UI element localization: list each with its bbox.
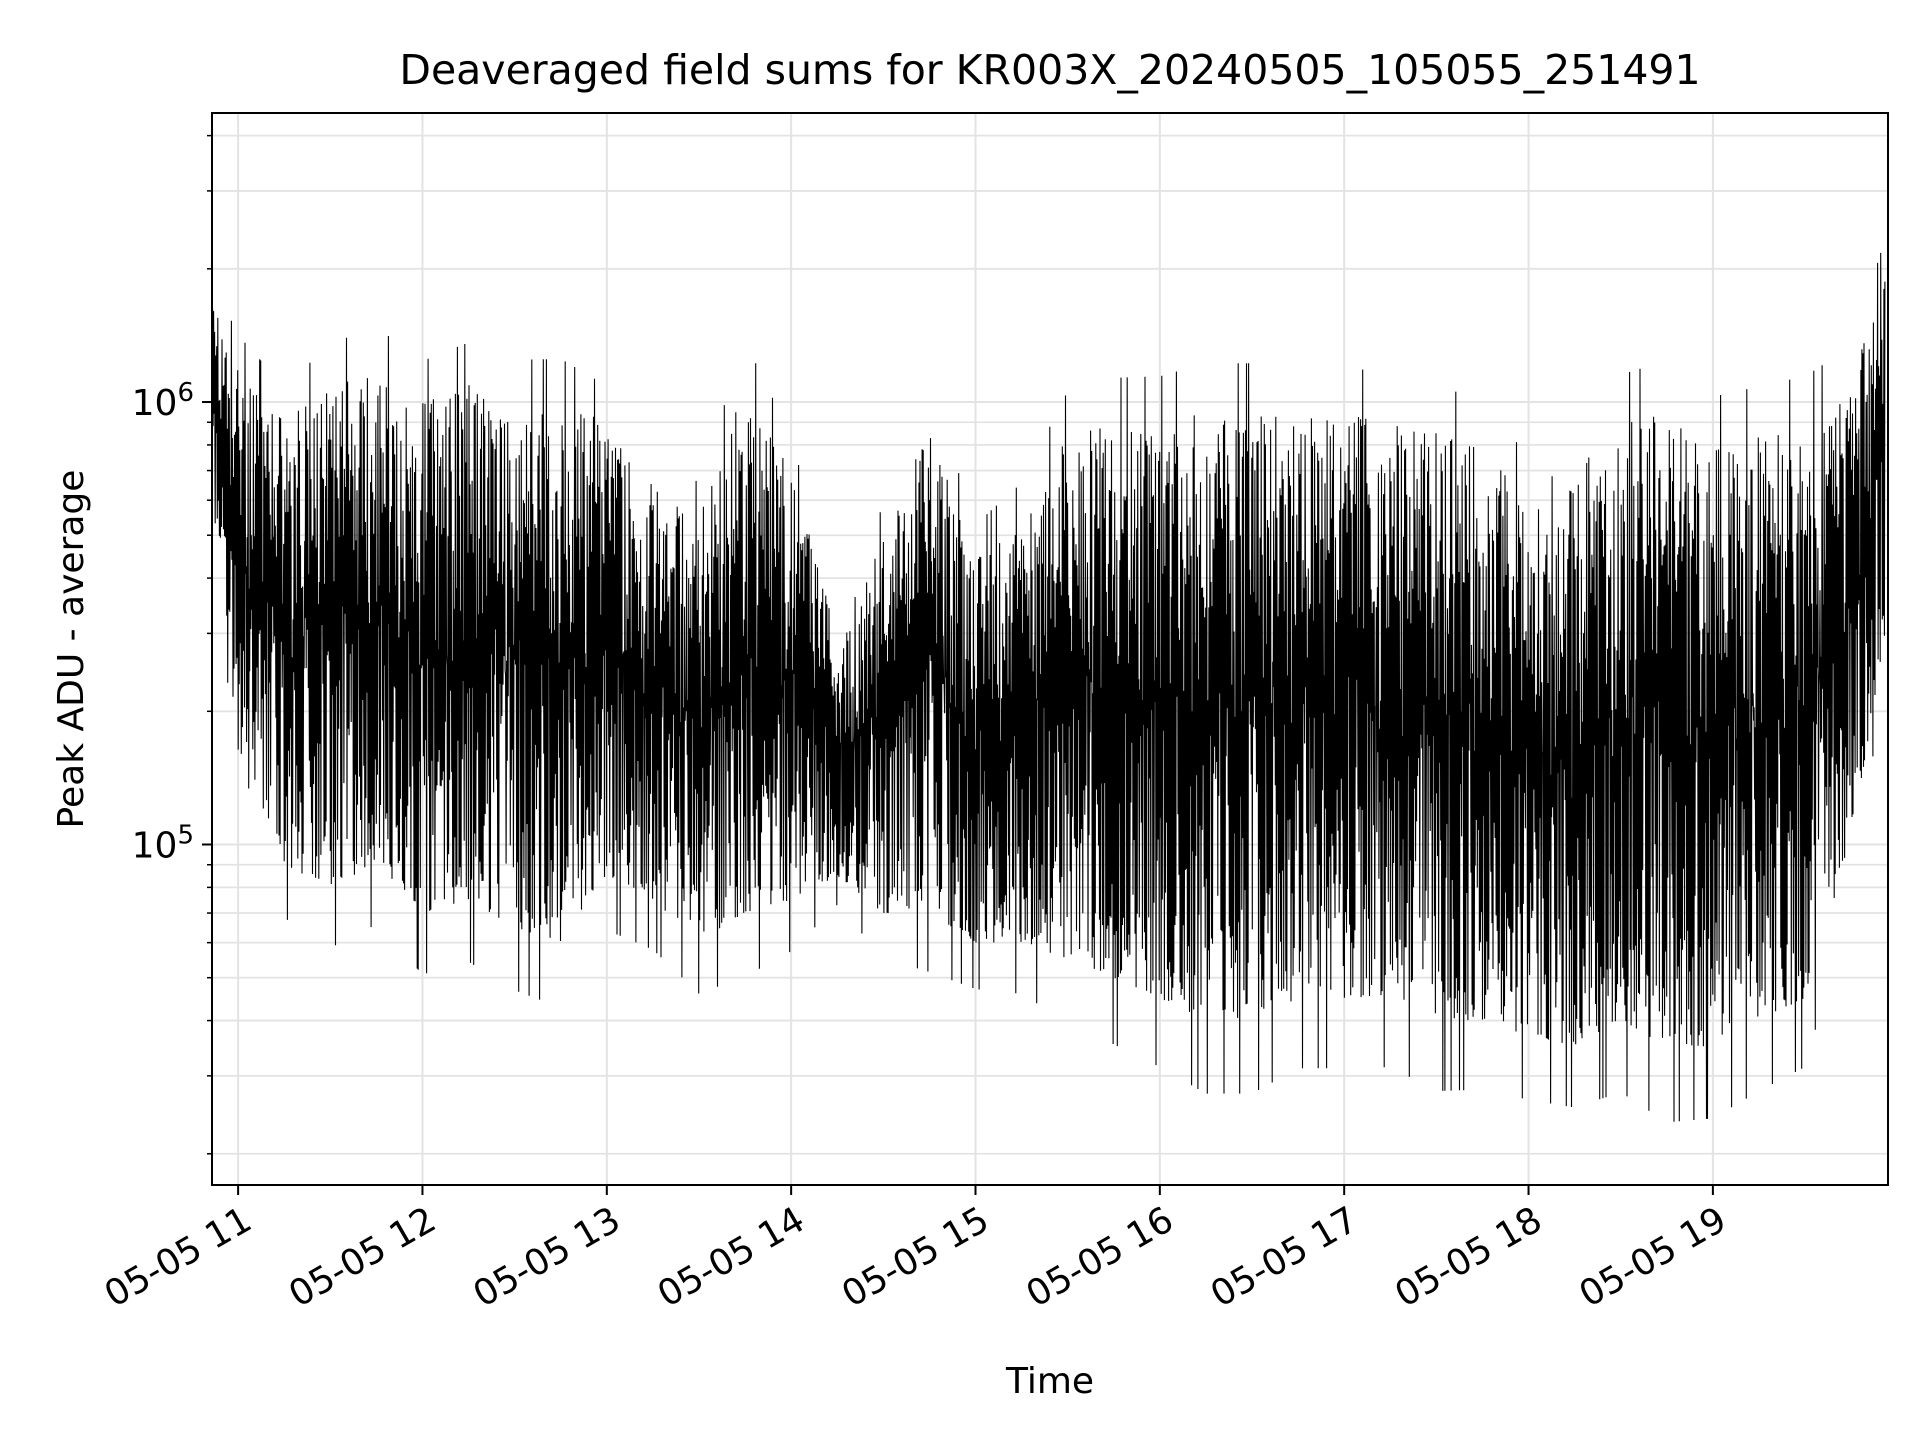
series-line: [212, 252, 1886, 1122]
x-tick-label: 05-05 16: [1020, 1199, 1181, 1315]
x-axis: 05-05 11 05-05 12 05-05 13 05-05 14 05-05 15…: [98, 1185, 1733, 1316]
x-tick-label: 05-05 15: [835, 1199, 996, 1315]
x-tick-label: 05-05 14: [651, 1199, 812, 1315]
x-tick-label: 05-05 18: [1388, 1199, 1549, 1315]
y-tick-label: 105: [132, 820, 194, 866]
y-tick-label: 106: [132, 378, 194, 424]
y-axis: 105 106: [132, 134, 212, 1155]
x-tick-label: 05-05 19: [1573, 1199, 1734, 1315]
chart-title: Deaveraged field sums for KR003X_2024050…: [399, 46, 1700, 94]
x-tick-label: 05-05 13: [467, 1199, 628, 1315]
x-axis-label: Time: [1005, 1361, 1094, 1402]
x-tick-label: 05-05 11: [98, 1199, 259, 1315]
x-tick-label: 05-05 12: [282, 1199, 443, 1315]
plot-frame: [211, 112, 1889, 1186]
x-tick-label: 05-05 17: [1204, 1199, 1365, 1315]
y-axis-label: Peak ADU - average: [51, 470, 92, 829]
